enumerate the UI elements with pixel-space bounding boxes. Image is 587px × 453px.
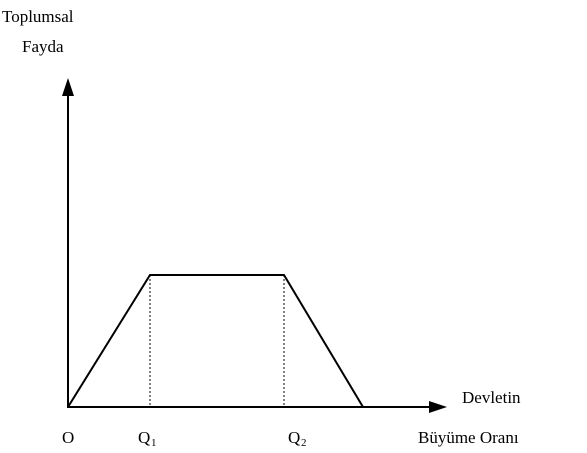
point-subscript: 2 <box>301 437 307 448</box>
point-label: Q <box>288 428 300 447</box>
y-axis-label: Fayda <box>22 37 64 56</box>
curve <box>67 274 364 408</box>
y-axis-arrow <box>62 78 74 96</box>
x-axis-label: Büyüme Oranı <box>418 428 519 447</box>
origin-label: O <box>62 428 74 447</box>
x-axis-arrow <box>429 401 447 413</box>
point-label: Q <box>138 428 150 447</box>
point-subscript: 1 <box>151 437 157 448</box>
y-axis-label: Toplumsal <box>2 7 74 26</box>
x-axis-label: Devletin <box>462 388 521 407</box>
